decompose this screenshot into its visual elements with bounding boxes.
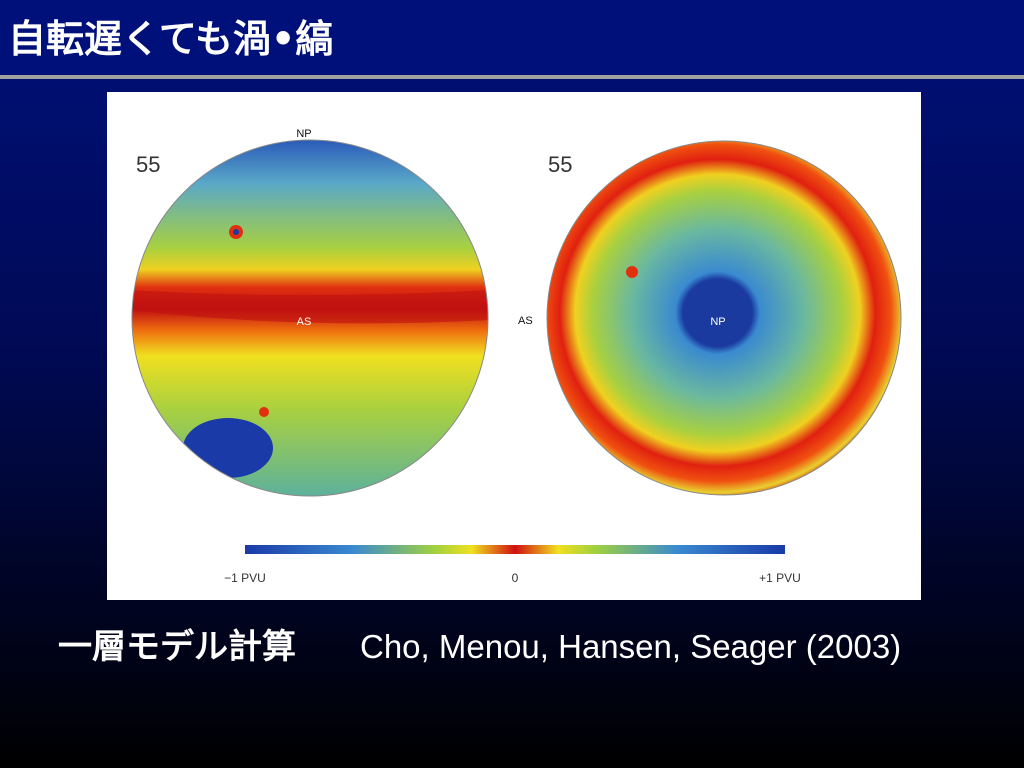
left-sphere (132, 140, 488, 496)
colorbar-max: +1 PVU (759, 571, 801, 585)
colorbar-mid: 0 (512, 571, 519, 585)
right-frame: 55 (548, 152, 572, 177)
left-frame: 55 (136, 152, 160, 177)
colorbar (245, 545, 785, 554)
left-sphere-outline (131, 139, 489, 497)
title-bar (0, 0, 1024, 75)
right-np: NP (710, 316, 725, 328)
left-np: NP (296, 128, 311, 140)
colorbar-min: −1 PVU (224, 571, 266, 585)
caption-citation: Cho, Menou, Hansen, Seager (2003) (360, 628, 901, 665)
caption-japanese: 一層モデル計算 (58, 627, 296, 667)
title-rule (0, 75, 1024, 79)
left-as: AS (297, 316, 312, 328)
right-sphere (547, 141, 901, 495)
right-as: AS (518, 315, 533, 327)
slide-title: 自転遅くても渦•縞 (8, 17, 333, 61)
right-sphere-outline (546, 140, 902, 496)
